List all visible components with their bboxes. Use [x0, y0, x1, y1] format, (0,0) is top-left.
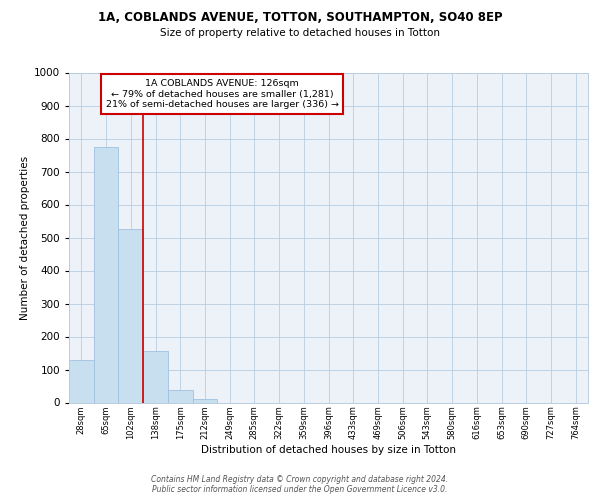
Bar — [118, 229, 143, 402]
X-axis label: Distribution of detached houses by size in Totton: Distribution of detached houses by size … — [201, 444, 456, 454]
Text: 1A COBLANDS AVENUE: 126sqm
← 79% of detached houses are smaller (1,281)
21% of s: 1A COBLANDS AVENUE: 126sqm ← 79% of deta… — [106, 79, 338, 109]
Bar — [193, 398, 217, 402]
Bar — [69, 360, 94, 403]
Text: Size of property relative to detached houses in Totton: Size of property relative to detached ho… — [160, 28, 440, 38]
Text: 1A, COBLANDS AVENUE, TOTTON, SOUTHAMPTON, SO40 8EP: 1A, COBLANDS AVENUE, TOTTON, SOUTHAMPTON… — [98, 11, 502, 24]
Text: Contains HM Land Registry data © Crown copyright and database right 2024.
Public: Contains HM Land Registry data © Crown c… — [151, 474, 449, 494]
Y-axis label: Number of detached properties: Number of detached properties — [20, 156, 29, 320]
Bar — [94, 147, 118, 403]
Bar — [168, 390, 193, 402]
Bar — [143, 352, 168, 403]
